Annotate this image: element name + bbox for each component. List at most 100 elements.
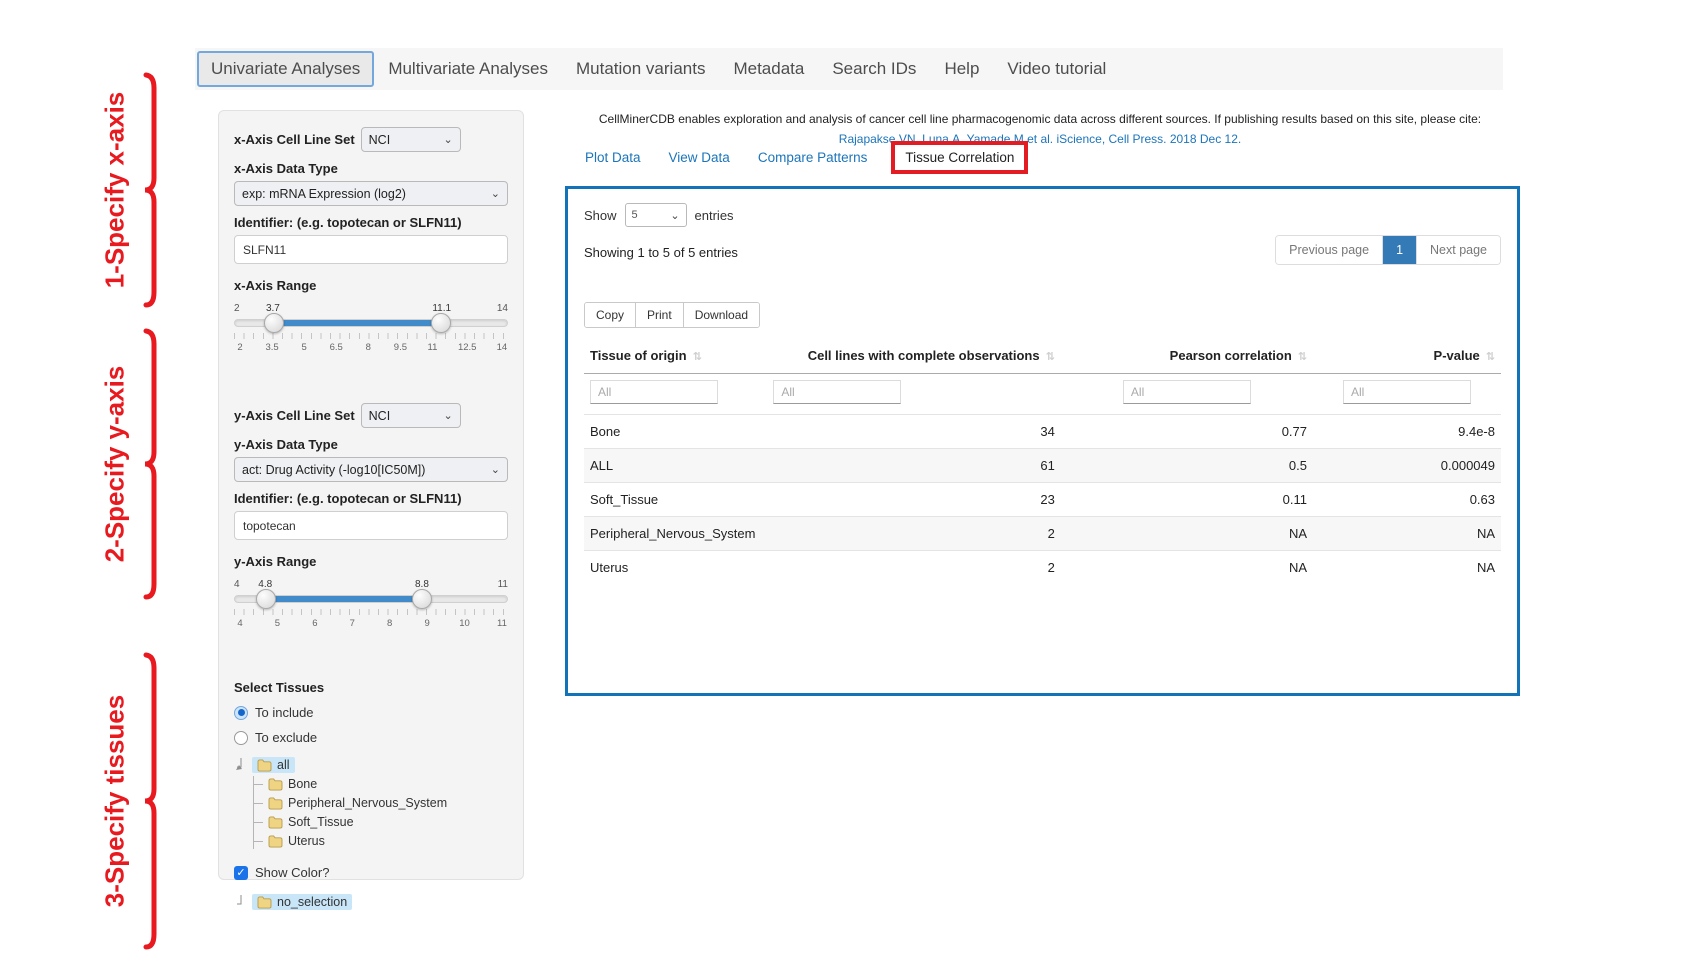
filter-input-pearson[interactable] — [1122, 380, 1251, 404]
tree-node-tissue[interactable]: Bone — [263, 776, 322, 792]
column-header-cell-lines[interactable]: Cell lines with complete observations ⇅ — [767, 340, 1061, 374]
nav-tab-help[interactable]: Help — [944, 59, 980, 78]
subtab-view-data[interactable]: View Data — [668, 150, 730, 165]
entries-label: entries — [694, 207, 734, 223]
slider-tick-label: 10 — [459, 618, 470, 629]
table-row[interactable]: Peripheral_Nervous_System 2 NA NA — [584, 516, 1501, 551]
entries-count-select[interactable]: 5 ⌄ — [624, 203, 687, 227]
tree-node-no-selection[interactable]: no_selection — [252, 894, 353, 910]
to-include-radio[interactable] — [234, 705, 248, 720]
nav-tab-multivariate-analyses[interactable]: Multivariate Analyses — [388, 59, 548, 78]
tree-node-tissue[interactable]: Peripheral_Nervous_System — [263, 795, 452, 811]
slider-tick-label: 14 — [496, 342, 508, 353]
x-range-low-handle[interactable] — [263, 313, 284, 333]
slider-tick-label: 8 — [365, 342, 371, 353]
tree-child-row: Bone — [254, 776, 508, 792]
x-range-high-handle[interactable] — [431, 313, 452, 333]
to-exclude-radio[interactable] — [234, 730, 248, 745]
cell-p-value: 0.000049 — [1313, 448, 1501, 483]
next-page-button[interactable]: Next page — [1417, 236, 1500, 264]
y-axis-data-type-select[interactable]: act: Drug Activity (-log10[IC50M]) ⌄ — [234, 457, 508, 482]
nav-tab-video-tutorial[interactable]: Video tutorial — [1007, 59, 1107, 78]
y-axis-cell-line-set-select[interactable]: NCI ⌄ — [360, 403, 461, 428]
tree-node-label: Uterus — [288, 834, 325, 848]
tree-expander-icon[interactable] — [234, 894, 248, 910]
sort-icon[interactable]: ⇅ — [692, 350, 702, 363]
x-range-min-label: 2 — [234, 303, 240, 314]
sort-icon[interactable]: ⇅ — [1297, 350, 1307, 363]
subtab-tissue-correlation[interactable]: Tissue Correlation — [905, 150, 1015, 165]
annotation-bracket-1 — [143, 72, 157, 308]
cell-pearson: 0.77 — [1060, 414, 1313, 449]
x-range-max-label: 14 — [496, 303, 508, 314]
tissue-correlation-table: Tissue of origin ⇅ Cell lines with comple… — [584, 340, 1501, 584]
copy-button[interactable]: Copy — [585, 303, 637, 327]
y-range-min-label: 4 — [234, 579, 240, 590]
folder-icon — [268, 834, 283, 848]
annotation-step2: 2-Specify y-axis — [99, 365, 130, 563]
nav-tab-metadata[interactable]: Metadata — [733, 59, 805, 78]
x-axis-identifier-label: Identifier: (e.g. topotecan or SLFN11) — [234, 215, 462, 230]
column-header-p-value[interactable]: P-value ⇅ — [1313, 340, 1501, 374]
cell-cell-lines: 2 — [767, 516, 1061, 551]
nav-tab-mutation-variants[interactable]: Mutation variants — [576, 59, 706, 78]
y-axis-identifier-input[interactable] — [234, 511, 508, 540]
tissue-tree-children: Bone Peripheral_Nervous_System — [253, 776, 508, 849]
x-axis-identifier-input[interactable] — [234, 235, 508, 264]
filter-input-p-value[interactable] — [1343, 380, 1471, 404]
x-range-tickmarks — [234, 333, 508, 339]
y-range-high-handle[interactable] — [411, 589, 432, 609]
tree-child-row: Peripheral_Nervous_System — [254, 795, 508, 811]
table-row[interactable]: Uterus 2 NA NA — [584, 550, 1501, 584]
tissue-correlation-panel: Show 5 ⌄ entries Showing 1 to 5 of 5 ent… — [565, 186, 1520, 696]
annotation-step1: 1-Specify x-axis — [99, 91, 130, 289]
slider-tick-label: 2 — [237, 342, 243, 353]
download-button[interactable]: Download — [683, 303, 760, 327]
y-axis-identifier-label: Identifier: (e.g. topotecan or SLFN11) — [234, 491, 462, 506]
tree-node-label: all — [277, 758, 290, 772]
cell-cell-lines: 23 — [767, 482, 1061, 517]
x-axis-data-type-value: exp: mRNA Expression (log2) — [242, 186, 406, 201]
cell-pearson: 0.5 — [1060, 448, 1313, 483]
current-page-button[interactable]: 1 — [1383, 236, 1418, 264]
citation-link[interactable]: Rajapakse.VN, Luna.A, Yamade.M et al. iS… — [838, 132, 1242, 146]
tree-node-label: Peripheral_Nervous_System — [288, 796, 448, 810]
x-axis-data-type-select[interactable]: exp: mRNA Expression (log2) ⌄ — [234, 181, 508, 206]
folder-icon — [268, 796, 283, 810]
subtab-plot-data[interactable]: Plot Data — [585, 150, 641, 165]
x-range-track[interactable] — [234, 313, 508, 333]
nav-tab-univariate-analyses[interactable]: Univariate Analyses — [197, 51, 375, 87]
cell-tissue: Peripheral_Nervous_System — [584, 516, 768, 551]
column-header-tissue-of-origin[interactable]: Tissue of origin ⇅ — [584, 340, 768, 374]
cell-cell-lines: 2 — [767, 550, 1061, 584]
previous-page-button[interactable]: Previous page — [1276, 236, 1384, 264]
table-row[interactable]: Soft_Tissue 23 0.11 0.63 — [584, 482, 1501, 517]
tree-node-tissue[interactable]: Soft_Tissue — [263, 814, 359, 830]
sort-icon[interactable]: ⇅ — [1485, 350, 1495, 363]
print-button[interactable]: Print — [636, 303, 684, 327]
tree-expander-icon[interactable] — [234, 757, 248, 773]
y-axis-cell-line-set-label: y-Axis Cell Line Set — [234, 408, 355, 423]
x-axis-range-label: x-Axis Range — [234, 278, 317, 293]
subtab-compare-patterns[interactable]: Compare Patterns — [757, 150, 868, 165]
y-range-tickmarks — [234, 609, 508, 615]
description-text: CellMinerCDB enables exploration and ana… — [598, 112, 1482, 126]
filter-input-tissue[interactable] — [590, 380, 718, 404]
sort-icon[interactable]: ⇅ — [1045, 350, 1055, 363]
chevron-down-icon: ⌄ — [443, 409, 453, 422]
pagination: Previous page 1 Next page — [1275, 235, 1501, 265]
cell-tissue: ALL — [584, 448, 768, 483]
column-header-pearson-correlation[interactable]: Pearson correlation ⇅ — [1060, 340, 1313, 374]
table-row[interactable]: ALL 61 0.5 0.000049 — [584, 448, 1501, 483]
y-range-low-handle[interactable] — [256, 589, 276, 609]
folder-icon — [268, 777, 283, 791]
filter-input-cell-lines[interactable] — [773, 380, 902, 404]
x-axis-cell-line-set-select[interactable]: NCI ⌄ — [360, 127, 461, 152]
tree-node-tissue[interactable]: Uterus — [263, 833, 330, 849]
table-body: Bone 34 0.77 9.4e-8 ALL 61 0.5 0.000049 … — [584, 414, 1501, 584]
nav-tab-search-ids[interactable]: Search IDs — [832, 59, 917, 78]
table-row[interactable]: Bone 34 0.77 9.4e-8 — [584, 414, 1501, 449]
show-color-checkbox[interactable]: ✓ — [234, 865, 248, 880]
y-range-track[interactable] — [234, 589, 508, 609]
tree-node-all[interactable]: all — [252, 757, 295, 773]
